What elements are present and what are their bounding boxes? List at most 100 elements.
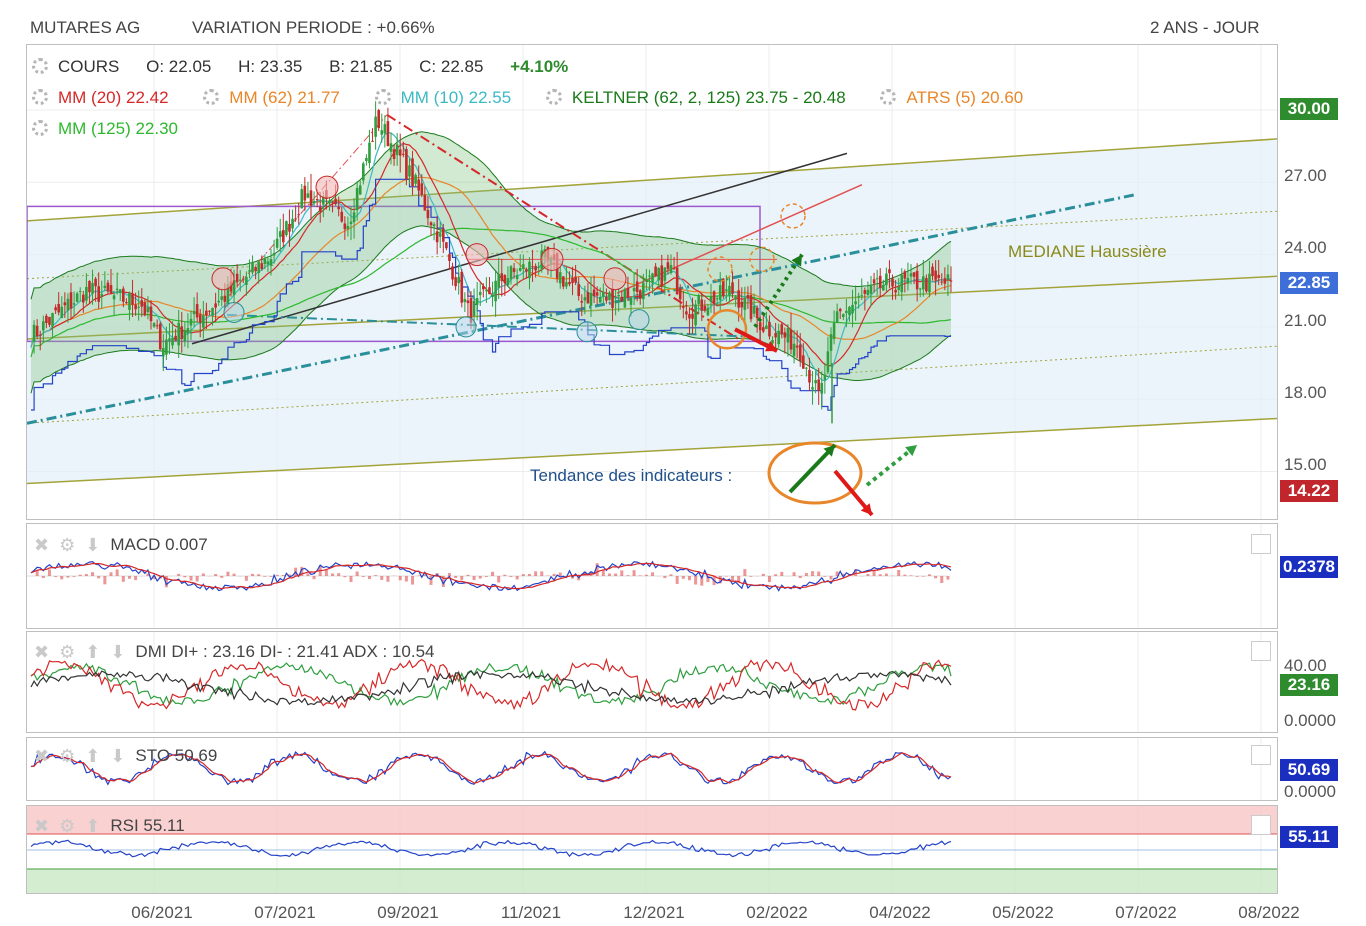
- gear-icon[interactable]: [545, 89, 562, 105]
- arrow-down-icon[interactable]: ⬇: [110, 746, 126, 766]
- macd-histogram-bar: [774, 574, 778, 576]
- macd-histogram-bar: [331, 573, 335, 576]
- dmi-tag: 23.16: [1280, 674, 1338, 696]
- arrow-up-icon[interactable]: ⬆: [85, 746, 101, 766]
- candle-body: [260, 263, 264, 269]
- macd-histogram-bar: [380, 576, 384, 580]
- median-label: MEDIANE Haussière: [1008, 242, 1167, 261]
- legend-atrs-value: 20.60: [980, 88, 1024, 107]
- candle-body: [343, 223, 347, 230]
- gear-icon[interactable]: [32, 58, 48, 74]
- arrow-up-icon[interactable]: ⬆: [85, 816, 101, 836]
- dmi-tick: 40.00: [1284, 656, 1327, 675]
- macd-histogram-bar: [47, 569, 51, 576]
- price-tick: 21.00: [1284, 311, 1327, 330]
- macd-histogram-bar: [466, 574, 470, 576]
- macd-histogram-bar: [441, 576, 445, 587]
- price-chart-panel[interactable]: [26, 44, 1278, 520]
- rsi-svg: [27, 806, 1277, 893]
- candle-body: [340, 211, 344, 222]
- candle-body: [217, 300, 220, 303]
- candle-body: [306, 193, 310, 198]
- candle-body: [297, 214, 300, 216]
- candle-body: [174, 335, 177, 341]
- panel-checkbox[interactable]: [1251, 815, 1271, 835]
- dmi-label: DMI: [135, 642, 167, 661]
- gear-icon[interactable]: [374, 89, 391, 105]
- macd-histogram-bar: [337, 573, 341, 576]
- candle-body: [426, 209, 430, 219]
- gear-icon[interactable]: [32, 89, 48, 105]
- gear-icon[interactable]: [32, 120, 48, 136]
- candle-body: [454, 277, 457, 287]
- gear-icon[interactable]: ⚙: [59, 816, 76, 836]
- dmi-panel[interactable]: [26, 631, 1278, 733]
- candle-body: [518, 268, 522, 271]
- candle-body: [565, 282, 568, 287]
- gear-icon[interactable]: ⚙: [59, 642, 76, 662]
- candle-body: [912, 272, 916, 277]
- macd-histogram-bar: [835, 571, 839, 576]
- macd-histogram-bar: [349, 576, 353, 582]
- macd-histogram-bar: [374, 575, 378, 576]
- candle-body: [635, 281, 639, 292]
- candle-body: [208, 310, 211, 312]
- close-icon[interactable]: ✖: [34, 746, 50, 766]
- price-tick: 15.00: [1284, 455, 1327, 474]
- highlight-circle-red: [315, 175, 339, 199]
- candle-body: [162, 348, 165, 357]
- sto-legend: ✖ ⚙ ⬆ ⬇ STO 50.69: [34, 746, 217, 767]
- close-icon[interactable]: ✖: [34, 816, 50, 836]
- candle-body: [272, 253, 276, 256]
- macd-histogram-bar: [866, 573, 870, 576]
- period-selector[interactable]: 2 ANS - JOUR: [1150, 18, 1260, 37]
- macd-histogram-bar: [767, 576, 771, 583]
- candle-body: [620, 296, 624, 302]
- gear-icon[interactable]: ⚙: [59, 746, 76, 766]
- candle-body: [928, 273, 931, 293]
- macd-histogram-bar: [706, 576, 710, 583]
- candle-body: [718, 285, 722, 301]
- candle-body: [915, 270, 919, 290]
- candle-body: [663, 267, 667, 281]
- macd-histogram-bar: [312, 576, 316, 580]
- stock-title: MUTARES AG: [30, 18, 141, 37]
- panel-checkbox[interactable]: [1251, 534, 1271, 554]
- macd-histogram-bar: [66, 576, 70, 578]
- candle-body: [894, 289, 897, 293]
- gear-icon[interactable]: [203, 89, 220, 105]
- panel-checkbox[interactable]: [1251, 745, 1271, 765]
- macd-histogram-bar: [214, 574, 218, 576]
- macd-histogram-bar: [737, 576, 741, 584]
- macd-histogram-bar: [263, 576, 267, 577]
- gear-icon[interactable]: [880, 89, 897, 105]
- legend-row-3: MM (125) 22.30: [32, 119, 178, 139]
- close-icon[interactable]: ✖: [34, 535, 50, 555]
- candle-body: [863, 290, 867, 294]
- candle-body: [869, 284, 873, 294]
- candle-body: [303, 185, 307, 201]
- legend-change: +4.10%: [510, 57, 569, 76]
- highlight-circle-red: [540, 247, 564, 271]
- candle-body: [946, 274, 950, 280]
- candle-body: [715, 298, 719, 300]
- macd-histogram-bar: [398, 576, 402, 581]
- candle-body: [737, 290, 740, 308]
- macd-histogram-bar: [614, 573, 618, 576]
- macd-histogram-bar: [804, 572, 808, 576]
- arrow-up-icon[interactable]: ⬆: [85, 642, 101, 662]
- candle-body: [786, 328, 790, 343]
- panel-checkbox[interactable]: [1251, 641, 1271, 661]
- macd-signal-line: [30, 562, 952, 590]
- candle-body: [395, 144, 399, 156]
- candle-body: [697, 295, 700, 304]
- sto-panel[interactable]: [26, 737, 1278, 801]
- arrow-down-icon[interactable]: ⬇: [110, 642, 126, 662]
- rsi-panel[interactable]: [26, 805, 1278, 894]
- macd-panel[interactable]: [26, 523, 1278, 629]
- candle-body: [451, 266, 454, 280]
- gear-icon[interactable]: ⚙: [59, 535, 76, 555]
- arrow-down-icon[interactable]: ⬇: [85, 535, 101, 555]
- close-icon[interactable]: ✖: [34, 642, 50, 662]
- candle-body: [35, 325, 39, 336]
